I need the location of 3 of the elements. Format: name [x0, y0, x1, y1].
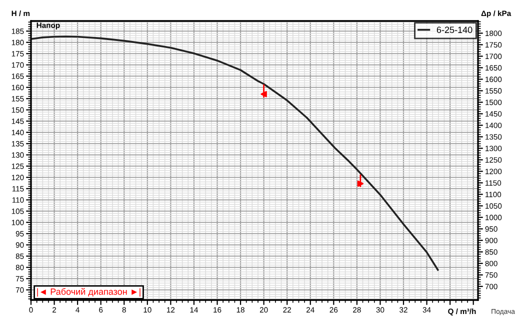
line-series: [31, 36, 439, 271]
text: |◄ Рабочий диапазон ►|: [37, 288, 140, 297]
legend-label: 6-25-140: [436, 26, 472, 34]
